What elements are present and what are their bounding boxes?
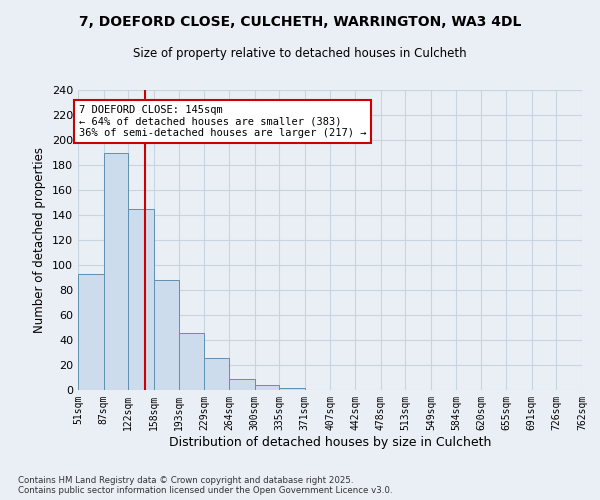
Bar — [280, 388, 305, 390]
Bar — [204, 358, 229, 390]
Bar — [179, 332, 204, 390]
Text: Contains HM Land Registry data © Crown copyright and database right 2025.
Contai: Contains HM Land Registry data © Crown c… — [18, 476, 392, 495]
Text: Size of property relative to detached houses in Culcheth: Size of property relative to detached ho… — [133, 48, 467, 60]
Text: 7 DOEFORD CLOSE: 145sqm
← 64% of detached houses are smaller (383)
36% of semi-d: 7 DOEFORD CLOSE: 145sqm ← 64% of detache… — [79, 105, 366, 138]
Bar — [78, 274, 104, 390]
Bar — [128, 209, 154, 390]
Y-axis label: Number of detached properties: Number of detached properties — [34, 147, 46, 333]
Bar — [104, 152, 128, 390]
X-axis label: Distribution of detached houses by size in Culcheth: Distribution of detached houses by size … — [169, 436, 491, 448]
Bar — [229, 379, 254, 390]
Text: 7, DOEFORD CLOSE, CULCHETH, WARRINGTON, WA3 4DL: 7, DOEFORD CLOSE, CULCHETH, WARRINGTON, … — [79, 15, 521, 29]
Bar — [154, 280, 179, 390]
Bar — [254, 385, 280, 390]
